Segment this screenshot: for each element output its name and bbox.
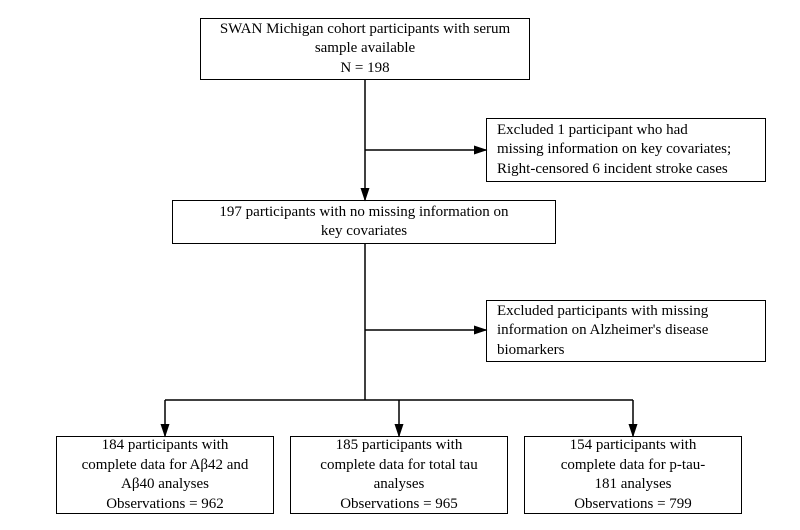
node-out1-line1: 184 participants with xyxy=(102,436,229,456)
node-out3: 154 participants with complete data for … xyxy=(524,436,742,514)
node-mid-line1: 197 participants with no missing informa… xyxy=(219,203,508,223)
node-top: SWAN Michigan cohort participants with s… xyxy=(200,18,530,80)
node-mid: 197 participants with no missing informa… xyxy=(172,200,556,244)
node-out1: 184 participants with complete data for … xyxy=(56,436,274,514)
node-excl1-line3: Right-censored 6 incident stroke cases xyxy=(497,160,728,180)
node-out3-line3: 181 analyses xyxy=(594,475,671,495)
node-out3-line1: 154 participants with xyxy=(570,436,697,456)
node-out2-line4: Observations = 965 xyxy=(340,495,458,515)
node-out3-line4: Observations = 799 xyxy=(574,495,692,515)
node-top-line1: SWAN Michigan cohort participants with s… xyxy=(220,20,510,40)
node-out1-line4: Observations = 962 xyxy=(106,495,224,515)
node-excl2: Excluded participants with missing infor… xyxy=(486,300,766,362)
node-excl1: Excluded 1 participant who had missing i… xyxy=(486,118,766,182)
node-out2-line3: analyses xyxy=(374,475,425,495)
node-top-line2: sample available xyxy=(315,39,415,59)
node-out1-line3: Aβ40 analyses xyxy=(121,475,209,495)
node-excl2-line1: Excluded participants with missing xyxy=(497,302,708,322)
node-out2: 185 participants with complete data for … xyxy=(290,436,508,514)
node-top-line3: N = 198 xyxy=(340,59,389,79)
node-excl2-line2: information on Alzheimer's disease xyxy=(497,321,708,341)
node-out3-line2: complete data for p-tau- xyxy=(561,456,706,476)
node-excl1-line2: missing information on key covariates; xyxy=(497,140,731,160)
node-out2-line2: complete data for total tau xyxy=(320,456,477,476)
node-excl1-line1: Excluded 1 participant who had xyxy=(497,121,688,141)
node-mid-line2: key covariates xyxy=(321,222,407,242)
node-out1-line2: complete data for Aβ42 and xyxy=(82,456,249,476)
node-out2-line1: 185 participants with xyxy=(336,436,463,456)
node-excl2-line3: biomarkers xyxy=(497,341,564,361)
